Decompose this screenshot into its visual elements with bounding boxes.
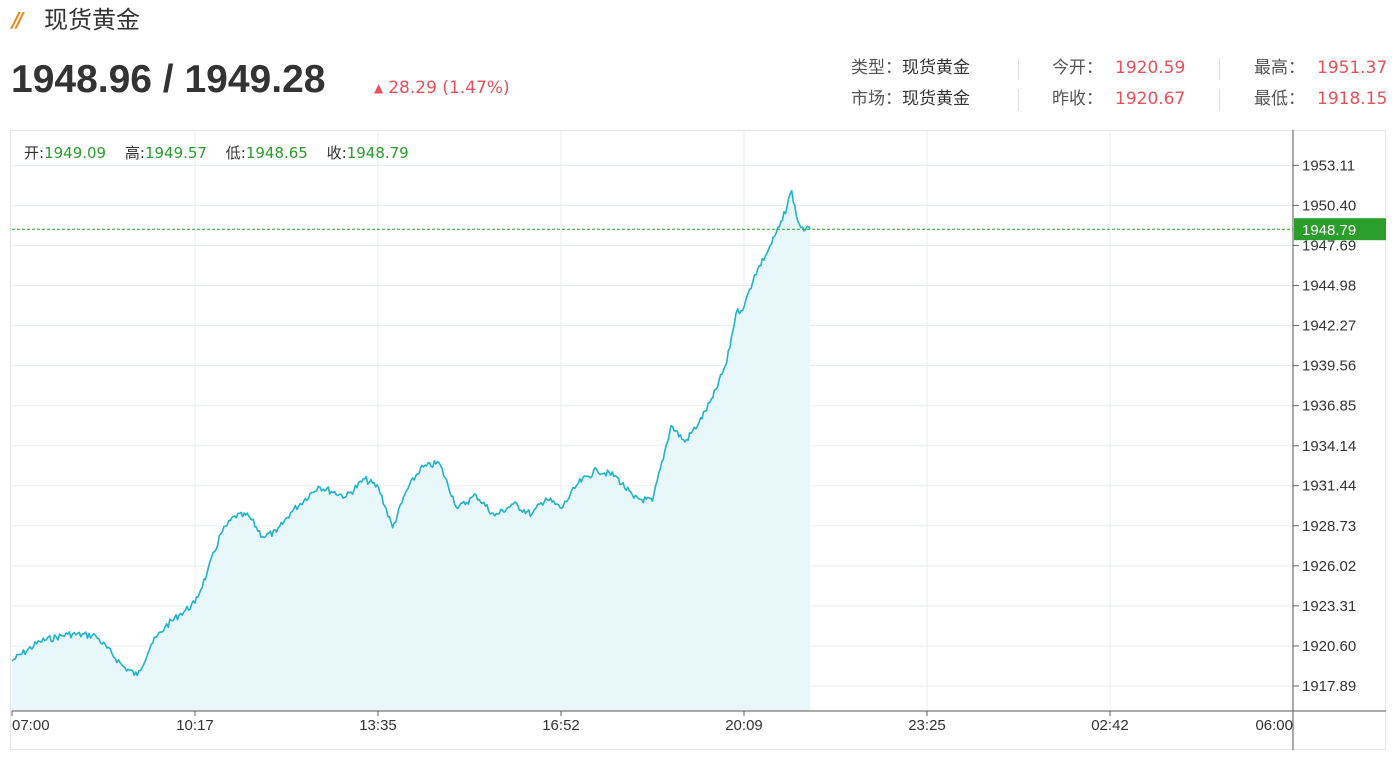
last-price-label: 1948.79 <box>1302 222 1356 239</box>
price-area-fill <box>12 190 811 712</box>
meta-prev-close-value: 1920.67 <box>1115 89 1186 109</box>
ohlc-open-value: 1949.09 <box>44 144 107 162</box>
meta-market-label: 市场： <box>851 89 902 109</box>
meta-market: 市场：现货黄金 <box>851 88 970 110</box>
x-tick-label: 06:00 <box>1255 717 1293 734</box>
chart-panel[interactable] <box>10 130 1386 750</box>
y-tick-label: 1942.27 <box>1302 318 1356 335</box>
y-tick-label: 1939.56 <box>1302 358 1356 375</box>
x-tick-label: 07:00 <box>12 717 50 734</box>
meta-divider <box>1018 58 1019 80</box>
x-tick-label: 23:25 <box>908 717 946 734</box>
meta-open-label: 今开： <box>1052 58 1103 78</box>
y-tick-label: 1926.02 <box>1302 558 1356 575</box>
meta-open-value: 1920.59 <box>1115 58 1186 78</box>
meta-type-value: 现货黄金 <box>902 58 970 78</box>
price-change: ▲ 28.29 (1.47%) <box>374 77 510 100</box>
meta-low: 最低： 1918.15 <box>1254 88 1387 110</box>
meta-low-label: 最低： <box>1254 89 1305 109</box>
y-tick-label: 1923.31 <box>1302 598 1356 615</box>
last-price-tag <box>1294 218 1386 241</box>
ohlc-close-label: 收: <box>326 144 347 162</box>
page-title: 现货黄金 <box>44 6 140 34</box>
y-tick-label: 1944.98 <box>1302 278 1356 295</box>
y-tick-label: 1931.44 <box>1302 478 1356 495</box>
ohlc-open-label: 开: <box>24 144 45 162</box>
meta-high-label: 最高： <box>1254 58 1305 78</box>
y-tick-label: 1953.11 <box>1302 157 1355 174</box>
price-area <box>11 189 811 712</box>
y-tick-label: 1917.89 <box>1302 678 1356 695</box>
x-tick-label: 20:09 <box>725 717 763 734</box>
x-tick-label: 10:17 <box>176 717 214 734</box>
y-tick-label: 1950.40 <box>1302 197 1356 214</box>
ohlc-readout: 开:1949.09 高:1949.57 低:1948.65 收:1948.79 <box>24 143 423 163</box>
price-line <box>11 189 811 677</box>
meta-divider <box>1219 58 1220 80</box>
quote-header: // 现货黄金 1948.96 / 1949.28 ▲ 28.29 (1.47%)… <box>0 0 1399 130</box>
meta-type-label: 类型： <box>851 58 902 78</box>
meta-high-value: 1951.37 <box>1317 58 1388 78</box>
up-arrow-icon: ▲ <box>374 81 384 95</box>
y-tick-label: 1928.73 <box>1302 518 1356 535</box>
meta-market-value: 现货黄金 <box>902 89 970 109</box>
x-tick-label: 16:52 <box>542 717 580 734</box>
meta-prev-close-label: 昨收： <box>1052 89 1103 109</box>
axes <box>11 130 1386 750</box>
y-tick-label: 1947.69 <box>1302 237 1356 254</box>
last-price-marker: 1948.79 <box>12 218 1386 241</box>
ohlc-close-value: 1948.79 <box>346 144 409 162</box>
ohlc-high-value: 1949.57 <box>144 144 207 162</box>
meta-type: 类型：现货黄金 <box>851 57 970 79</box>
tick-labels: 1953.11 1950.40 1947.69 1944.98 1942.27 1939.… <box>12 157 1356 734</box>
meta-divider <box>1018 89 1019 111</box>
y-tick-label: 1936.85 <box>1302 398 1356 415</box>
price-change-value: 28.29 (1.47%) <box>388 78 510 98</box>
ohlc-high-label: 高: <box>124 144 145 162</box>
x-tick-label: 02:42 <box>1091 717 1129 734</box>
y-tick-label: 1920.60 <box>1302 638 1356 655</box>
meta-prev-close: 昨收： 1920.67 <box>1052 88 1185 110</box>
meta-divider <box>1219 89 1220 111</box>
y-tick-label: 1934.14 <box>1302 438 1356 455</box>
ohlc-low-value: 1948.65 <box>245 144 308 162</box>
meta-open: 今开： 1920.59 <box>1052 57 1185 79</box>
meta-low-value: 1918.15 <box>1317 89 1388 109</box>
bid-ask-price: 1948.96 / 1949.28 <box>11 58 326 101</box>
x-tick-label: 13:35 <box>359 717 397 734</box>
meta-high: 最高： 1951.37 <box>1254 57 1387 79</box>
ohlc-low-label: 低: <box>225 144 246 162</box>
slash-logo-icon: // <box>12 8 23 32</box>
